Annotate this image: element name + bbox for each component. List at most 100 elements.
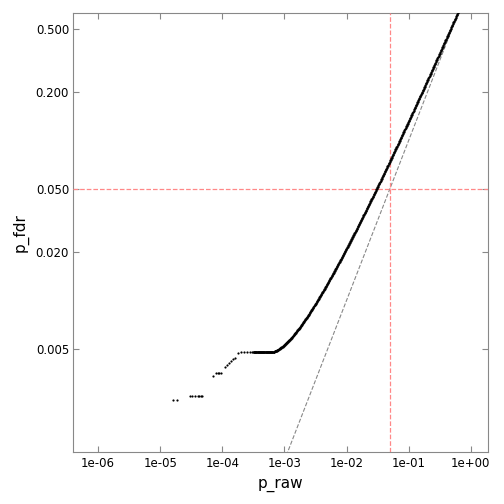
Point — [346, 239, 354, 247]
Point — [416, 92, 424, 100]
Point — [392, 146, 400, 154]
Point — [446, 27, 454, 35]
Point — [319, 287, 327, 295]
Point — [332, 264, 340, 272]
Point — [397, 135, 405, 143]
Point — [264, 348, 272, 356]
Point — [431, 59, 439, 67]
Point — [286, 335, 294, 343]
Point — [409, 107, 417, 115]
Point — [392, 145, 400, 153]
Point — [334, 261, 342, 269]
Point — [358, 214, 366, 222]
Point — [365, 201, 373, 209]
Point — [351, 229, 359, 237]
Point — [360, 211, 368, 219]
Point — [324, 279, 332, 287]
Point — [335, 259, 343, 267]
Point — [309, 304, 317, 312]
Point — [334, 261, 342, 269]
Point — [379, 172, 387, 180]
Point — [377, 174, 386, 182]
Point — [300, 317, 308, 325]
Point — [415, 94, 423, 102]
Point — [347, 237, 355, 245]
Point — [332, 264, 340, 272]
Point — [405, 116, 413, 124]
Point — [307, 306, 316, 314]
Point — [354, 222, 362, 230]
Point — [309, 303, 318, 311]
Point — [380, 170, 388, 178]
Point — [402, 122, 410, 131]
Point — [400, 128, 408, 136]
Point — [396, 135, 404, 143]
Point — [375, 180, 383, 188]
Point — [304, 311, 312, 319]
Point — [366, 198, 374, 206]
Point — [321, 285, 329, 293]
Point — [266, 348, 274, 356]
Point — [368, 194, 376, 202]
Point — [260, 348, 268, 356]
Point — [275, 345, 283, 353]
Point — [306, 308, 314, 317]
Point — [212, 369, 220, 377]
Point — [298, 320, 306, 328]
Point — [276, 344, 284, 352]
Point — [405, 116, 413, 124]
Point — [251, 348, 259, 356]
Point — [388, 154, 396, 162]
Point — [414, 96, 422, 104]
Point — [337, 256, 345, 264]
Point — [274, 346, 282, 354]
Point — [310, 302, 318, 310]
Point — [311, 300, 319, 308]
Point — [436, 47, 445, 55]
Point — [357, 216, 365, 224]
Point — [299, 319, 307, 327]
Point — [452, 13, 460, 21]
Point — [231, 354, 239, 362]
Point — [347, 236, 355, 244]
Point — [445, 29, 453, 37]
Point — [317, 291, 325, 299]
Point — [299, 319, 307, 327]
Point — [402, 123, 410, 131]
Point — [335, 259, 343, 267]
Point — [186, 392, 194, 400]
Point — [379, 172, 387, 180]
Point — [290, 331, 298, 339]
Point — [279, 343, 287, 351]
Point — [372, 185, 381, 194]
Point — [403, 120, 411, 129]
Point — [257, 348, 265, 356]
Point — [352, 227, 360, 235]
Point — [307, 306, 316, 314]
Point — [362, 206, 370, 214]
Point — [323, 280, 331, 288]
Point — [344, 243, 352, 251]
Point — [292, 328, 300, 336]
Point — [434, 53, 442, 61]
Point — [315, 294, 323, 302]
Point — [260, 348, 268, 356]
Point — [283, 339, 291, 347]
Point — [397, 133, 405, 141]
Point — [359, 212, 367, 220]
Point — [345, 239, 353, 247]
Point — [382, 166, 390, 174]
Point — [390, 149, 398, 157]
Point — [358, 214, 366, 222]
Point — [252, 348, 260, 356]
Point — [444, 32, 452, 40]
Point — [434, 52, 443, 60]
Point — [348, 233, 356, 241]
Point — [436, 48, 445, 56]
Point — [322, 282, 330, 290]
Point — [384, 161, 392, 169]
Point — [286, 336, 294, 344]
Point — [270, 348, 278, 356]
Point — [214, 369, 222, 377]
Point — [421, 83, 429, 91]
